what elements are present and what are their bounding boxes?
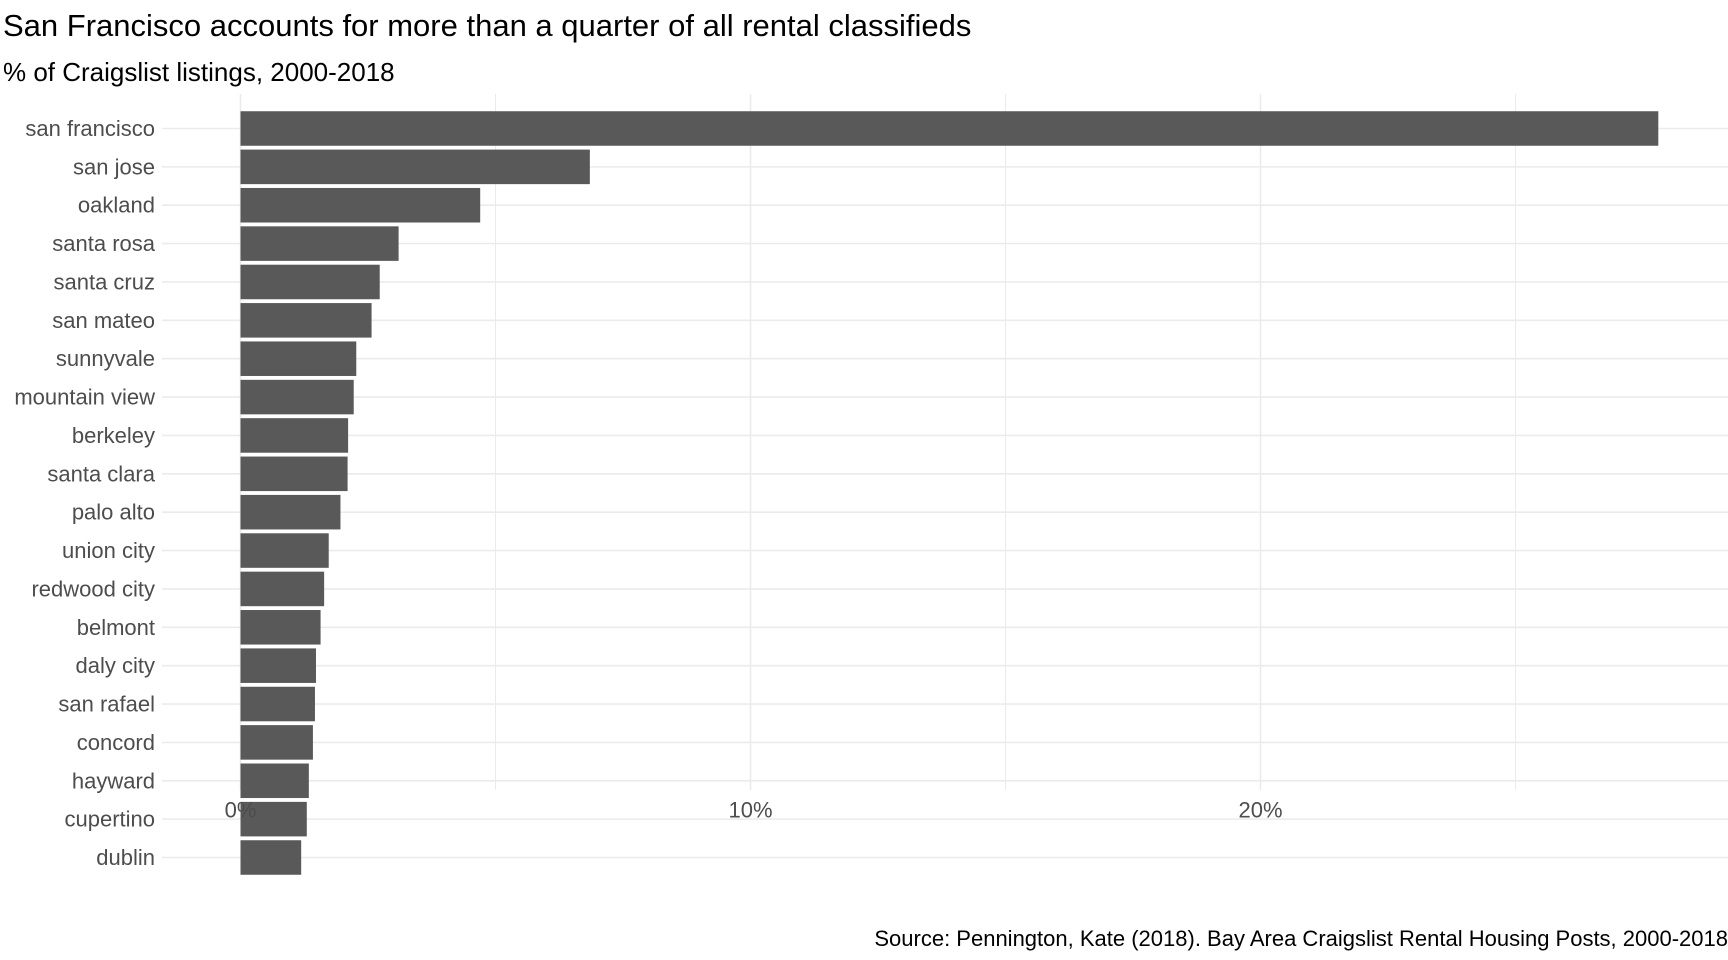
- bar-santa-cruz: [240, 264, 380, 300]
- y-tick-label: daly city: [76, 653, 155, 678]
- bar-berkeley: [240, 418, 349, 453]
- bar-cupertino: [240, 801, 307, 837]
- y-tick-label: cupertino: [64, 807, 155, 832]
- bar-palo-alto: [240, 494, 341, 530]
- y-axis: san francisco san jose oakland santa rosa sa…: [14, 116, 155, 870]
- bar-dublin: [240, 840, 302, 875]
- bar-oakland: [240, 187, 481, 223]
- x-tick-label: 0%: [225, 798, 257, 823]
- chart-caption: Source: Pennington, Kate (2018). Bay Are…: [874, 926, 1728, 951]
- y-tick-label: berkeley: [72, 423, 155, 448]
- x-tick-label: 20%: [1238, 798, 1282, 823]
- y-tick-label: palo alto: [72, 500, 155, 525]
- y-tick-label: santa cruz: [54, 269, 156, 294]
- y-tick-label: oakland: [78, 193, 155, 218]
- y-tick-label: san mateo: [52, 308, 155, 333]
- bar-san-jose: [240, 149, 590, 185]
- x-tick-label: 10%: [728, 798, 772, 823]
- bar-union-city: [240, 533, 329, 568]
- chart-subtitle: % of Craigslist listings, 2000-2018: [3, 57, 395, 87]
- y-tick-label: santa rosa: [52, 231, 155, 256]
- bar-concord: [240, 725, 313, 760]
- y-tick-label: santa clara: [47, 461, 155, 486]
- y-tick-label: hayward: [72, 768, 155, 793]
- y-tick-label: mountain view: [14, 385, 155, 410]
- y-tick-label: sunnyvale: [56, 346, 155, 371]
- chart-title: San Francisco accounts for more than a q…: [3, 8, 972, 43]
- y-tick-label: dublin: [96, 845, 155, 870]
- y-tick-label: san jose: [73, 154, 155, 179]
- bar-mountain-view: [240, 379, 354, 415]
- bar-santa-clara: [240, 456, 348, 492]
- bar-san-rafael: [240, 686, 315, 722]
- x-axis: 0% 10% 20%: [225, 798, 1283, 823]
- bar-santa-rosa: [240, 226, 399, 261]
- y-tick-label: redwood city: [31, 576, 155, 601]
- bars: [240, 111, 1659, 875]
- bar-hayward: [240, 763, 309, 799]
- bar-daly-city: [240, 648, 316, 683]
- y-tick-label: belmont: [77, 615, 155, 640]
- bar-redwood-city: [240, 571, 325, 607]
- y-tick-label: concord: [77, 730, 155, 755]
- y-tick-label: san francisco: [25, 116, 155, 141]
- y-tick-label: union city: [62, 538, 155, 563]
- bar-san-francisco: [240, 111, 1659, 146]
- bar-sunnyvale: [240, 341, 357, 376]
- bar-belmont: [240, 610, 321, 645]
- bar-san-mateo: [240, 303, 372, 338]
- y-tick-label: san rafael: [58, 692, 155, 717]
